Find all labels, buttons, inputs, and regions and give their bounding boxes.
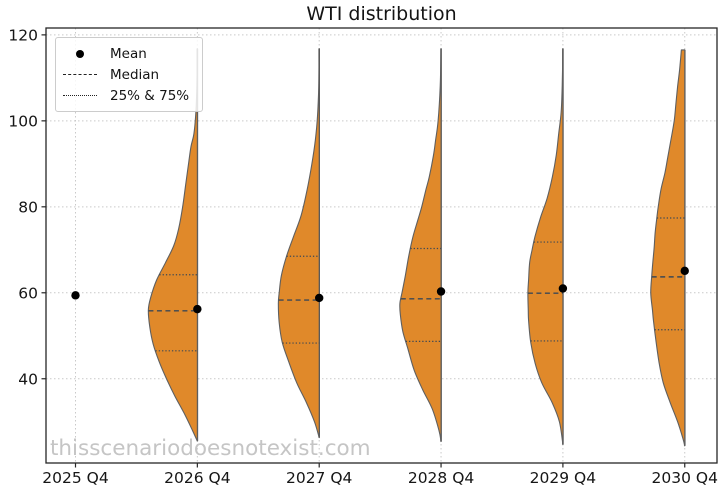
axis-frame	[45, 27, 718, 464]
legend-quartiles-marker-box	[62, 95, 98, 96]
legend-label-mean: Mean	[110, 45, 147, 62]
watermark-text: thisscenariodoesnotexist.com	[50, 436, 371, 461]
legend-label-median: Median	[110, 66, 160, 83]
mean-dot	[680, 266, 689, 276]
y-tick-label: 120	[8, 26, 38, 44]
mean-dot	[436, 287, 446, 296]
x-tick-label: 2025 Q4	[42, 469, 108, 487]
legend: Mean Median 25% & 75%	[55, 37, 203, 112]
legend-label-quartiles: 25% & 75%	[110, 87, 190, 104]
mean-dot	[315, 293, 324, 303]
dotted-line-icon	[63, 95, 97, 96]
legend-item-mean: Mean	[62, 43, 196, 64]
mean-dot	[71, 291, 80, 300]
dashed-line-icon	[63, 74, 97, 75]
legend-item-median: Median	[62, 64, 196, 85]
violin-body	[147, 48, 198, 442]
x-tick-label: 2028 Q4	[408, 469, 474, 487]
violin-body	[650, 49, 686, 447]
y-tick-label: 60	[18, 284, 38, 302]
mean-dot	[193, 304, 202, 314]
chart-title: WTI distribution	[306, 3, 457, 25]
legend-item-quartiles: 25% & 75%	[62, 85, 196, 106]
y-tick-label: 100	[8, 112, 38, 130]
mean-dot-icon	[76, 49, 84, 58]
violin-body	[399, 48, 442, 443]
mean-dot	[558, 284, 568, 293]
legend-median-marker-box	[62, 74, 98, 75]
violin-body	[527, 48, 564, 446]
y-tick-label: 80	[18, 198, 38, 216]
y-tick-label: 40	[18, 370, 38, 388]
x-tick-label: 2030 Q4	[652, 469, 718, 487]
x-tick-label: 2027 Q4	[286, 469, 352, 487]
x-tick-label: 2026 Q4	[164, 469, 230, 487]
x-tick-label: 2029 Q4	[530, 469, 596, 487]
legend-mean-marker-box	[62, 49, 98, 58]
violin-body	[277, 48, 320, 439]
